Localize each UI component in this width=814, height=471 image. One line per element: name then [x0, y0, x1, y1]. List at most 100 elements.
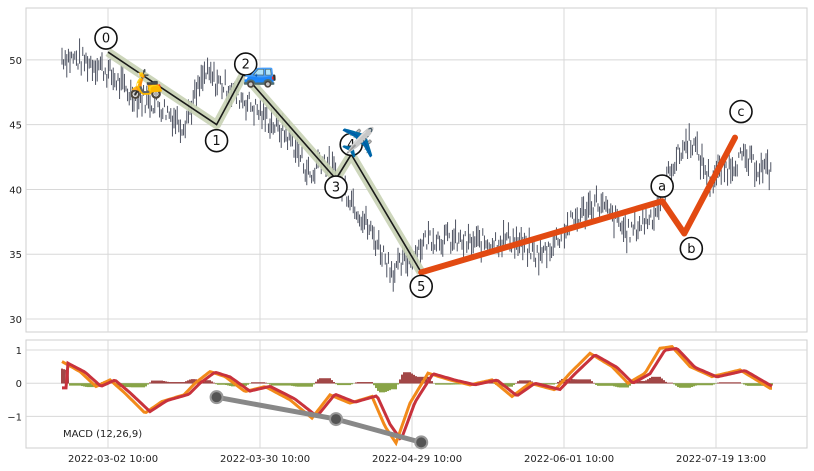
macd-histogram-bar	[77, 383, 79, 386]
macd-histogram-bar	[629, 383, 631, 386]
macd-histogram-bar	[225, 383, 227, 386]
scooter-icon: 🛵	[129, 67, 164, 100]
macd-histogram-bar	[359, 382, 361, 384]
wave-label-circle	[339, 132, 364, 157]
macd-histogram-bar	[437, 383, 439, 385]
macd-histogram-bar	[79, 383, 81, 386]
macd-histogram-bar	[291, 383, 293, 386]
macd-histogram-bar	[719, 382, 721, 384]
macd-histogram-bar	[229, 383, 231, 386]
macd-histogram-bar	[361, 382, 363, 384]
macd-histogram-bar	[307, 383, 309, 387]
macd-histogram-bar	[367, 382, 369, 384]
macd-panel: −1 0 1 MACD (12,26,9)	[7, 339, 808, 450]
macd-histogram-bar	[309, 383, 311, 387]
macd-histogram-bar	[185, 381, 187, 384]
wave-label-circle	[679, 236, 704, 261]
macd-histogram-bar	[313, 383, 315, 385]
macd-histogram-bar	[493, 383, 495, 384]
macd-histogram-bar	[277, 383, 279, 386]
macd-histogram-bar	[675, 383, 677, 386]
macd-histogram-bar	[273, 383, 275, 386]
macd-histogram-bar	[445, 383, 447, 385]
macd-histogram-bar	[715, 383, 717, 384]
macd-histogram-bar	[127, 383, 129, 388]
macd-histogram-bar	[219, 383, 221, 385]
macd-histogram-bar	[287, 383, 289, 386]
macd-histogram-bar	[691, 383, 693, 388]
macd-histogram-bar	[145, 383, 147, 387]
macd-histogram-bar	[243, 383, 245, 387]
x-tick-label: 2022-03-02 10:00	[68, 454, 158, 465]
macd-histogram-bar	[397, 383, 399, 385]
macd-histogram-bar	[139, 383, 141, 388]
macd-histogram-bar	[71, 383, 73, 386]
macd-histogram-bar	[619, 383, 621, 388]
macd-histogram-bar	[455, 383, 457, 385]
macd-histogram-bar	[191, 379, 193, 384]
macd-histogram-bar	[417, 376, 419, 384]
macd-histogram-bar	[253, 382, 255, 384]
macd-histogram-bar	[557, 381, 559, 384]
macd-histogram-bar	[435, 383, 437, 385]
macd-histogram-bar	[671, 382, 673, 384]
macd-histogram-bar	[387, 383, 389, 392]
macd-histogram-bar	[251, 382, 253, 384]
macd-histogram-bar	[451, 383, 453, 385]
macd-histogram-bar	[707, 383, 709, 386]
macd-histogram-bar	[637, 380, 639, 384]
wave-label-1: 1	[212, 134, 220, 149]
macd-histogram-bar	[425, 376, 427, 384]
macd-histogram-bar	[395, 383, 397, 390]
macd-histogram-bar	[759, 383, 761, 386]
macd-histogram-bar	[605, 383, 607, 386]
macd-histogram-bar	[419, 376, 421, 384]
macd-histogram-bar	[123, 383, 125, 387]
macd-histogram-bar	[589, 379, 591, 384]
macd-histogram-bar	[543, 383, 545, 385]
macd-histogram-bar	[401, 374, 403, 384]
macd-histogram-bar	[383, 383, 385, 393]
macd-histogram-bar	[685, 383, 687, 388]
macd-histogram-bar	[677, 383, 679, 388]
macd-histogram-bar	[555, 383, 557, 384]
macd-histogram-bar	[181, 382, 183, 384]
macd-histogram-bar	[545, 383, 547, 385]
macd-histogram-bar	[129, 383, 131, 388]
price-y-tick: 40	[9, 185, 22, 196]
wave-label-circle	[324, 175, 348, 199]
macd-histogram-bar	[513, 383, 515, 385]
macd-histogram-bar	[333, 381, 335, 384]
macd-histogram-bar	[723, 382, 725, 384]
macd-histogram-bar	[755, 383, 757, 386]
macd-histogram-bar	[173, 382, 175, 384]
macd-histogram-bar	[345, 383, 347, 386]
macd-histogram-bar	[85, 383, 87, 387]
price-y-tick: 50	[9, 56, 22, 67]
macd-histogram-bar	[601, 383, 603, 386]
x-axis: 2022-03-02 10:00 2022-03-30 10:00 2022-04-…	[68, 454, 766, 465]
macd-histogram-bar	[357, 382, 359, 384]
macd-histogram-bar	[627, 383, 629, 388]
macd-histogram-bar	[729, 382, 731, 384]
macd-histogram-bar	[653, 376, 655, 384]
macd-histogram-bar	[527, 380, 529, 384]
divergence-point	[414, 435, 429, 450]
macd-histogram-bar	[721, 382, 723, 384]
macd-histogram-bar	[751, 383, 753, 386]
macd-histogram-bar	[695, 383, 697, 386]
macd-histogram-bar	[183, 382, 185, 384]
macd-histogram-bar	[409, 372, 411, 384]
macd-histogram-bar	[205, 380, 207, 384]
macd-histogram-bar	[661, 378, 663, 384]
macd-histogram-bar	[393, 383, 395, 390]
macd-histogram-bar	[267, 383, 269, 384]
macd-histogram-bar	[683, 383, 685, 388]
macd-histogram-bar	[669, 382, 671, 384]
macd-histogram-bar	[519, 380, 521, 384]
macd-histogram-bar	[149, 382, 151, 384]
wave-label-circle	[204, 128, 229, 153]
price-y-tick: 30	[9, 315, 22, 326]
macd-histogram-bar	[673, 383, 675, 385]
